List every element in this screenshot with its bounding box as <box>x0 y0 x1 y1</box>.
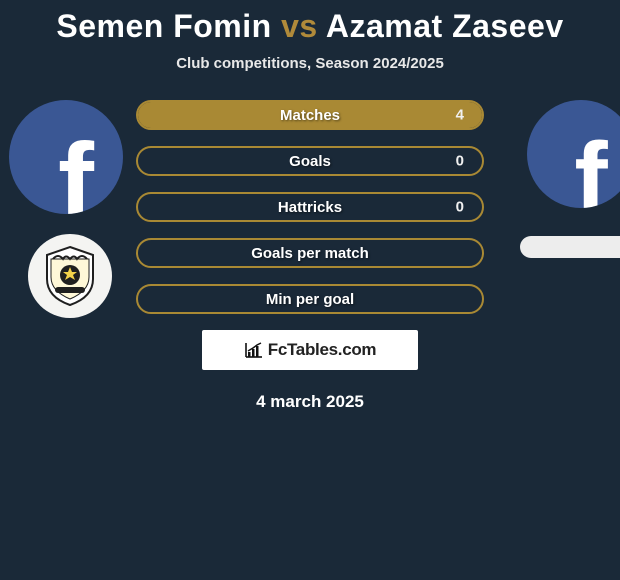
vs-label: vs <box>281 8 318 44</box>
stat-value: 0 <box>456 199 464 216</box>
stat-bar-matches: Matches 4 <box>136 100 484 130</box>
stat-bar-goals: Goals 0 <box>136 146 484 176</box>
stat-bar-min-per-goal: Min per goal <box>136 284 484 314</box>
facebook-icon: f <box>527 100 620 208</box>
player2-club-placeholder <box>520 236 620 258</box>
subtitle: Club competitions, Season 2024/2025 <box>0 55 620 72</box>
brand-text: FcTables.com <box>268 340 377 360</box>
player2-avatar: f <box>527 100 620 208</box>
bar-chart-icon <box>244 341 264 359</box>
player2-name: Azamat Zaseev <box>326 8 564 44</box>
stat-label: Goals <box>289 153 331 170</box>
stat-label: Matches <box>280 107 340 124</box>
stat-value: 4 <box>456 107 464 124</box>
comparison-panel: f f Matches 4 Goals 0 <box>0 100 620 412</box>
stat-label: Goals per match <box>251 245 369 262</box>
club-crest-icon <box>28 234 112 318</box>
stat-bar-hattricks: Hattricks 0 <box>136 192 484 222</box>
stats-bars: Matches 4 Goals 0 Hattricks 0 Goals per … <box>136 100 484 314</box>
page-title: Semen Fomin vs Azamat Zaseev <box>0 0 620 45</box>
player1-club-crest <box>28 234 112 318</box>
shield-icon <box>43 245 97 307</box>
brand-watermark: FcTables.com <box>202 330 418 370</box>
stat-label: Min per goal <box>266 291 354 308</box>
facebook-icon: f <box>9 100 123 214</box>
stat-label: Hattricks <box>278 199 342 216</box>
player1-avatar: f <box>9 100 123 214</box>
stat-bar-goals-per-match: Goals per match <box>136 238 484 268</box>
player1-name: Semen Fomin <box>56 8 271 44</box>
stat-value: 0 <box>456 153 464 170</box>
date-label: 4 march 2025 <box>0 392 620 412</box>
